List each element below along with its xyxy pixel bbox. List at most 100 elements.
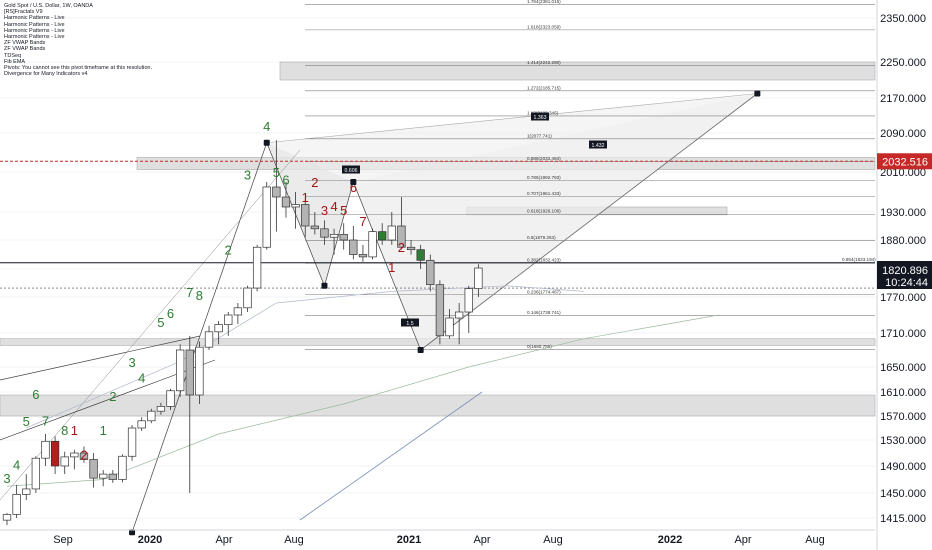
candle bbox=[387, 212, 396, 245]
candle-body bbox=[12, 494, 21, 515]
candle-body bbox=[147, 410, 156, 422]
x-tick-label: Sep bbox=[53, 534, 73, 546]
candle bbox=[281, 182, 291, 218]
td-count: 2 bbox=[109, 389, 116, 404]
candle bbox=[301, 199, 310, 238]
fib-label: 1.764(2381.015) bbox=[527, 0, 561, 4]
td-count: 6 bbox=[350, 180, 357, 195]
fib-label: 1(2077.741) bbox=[527, 133, 552, 138]
candle-body bbox=[416, 249, 425, 261]
candle bbox=[233, 303, 243, 324]
candle-body bbox=[137, 420, 146, 429]
indicator-line: ZF VWAP Bands bbox=[4, 40, 46, 47]
candle bbox=[397, 197, 406, 250]
td-count: 1 bbox=[302, 190, 309, 205]
candle bbox=[454, 303, 464, 345]
candle-body bbox=[22, 488, 31, 495]
candle-body bbox=[185, 349, 194, 396]
td-count: 2 bbox=[311, 175, 318, 190]
td-count: 2 bbox=[398, 240, 405, 255]
candle-body bbox=[214, 324, 223, 333]
candle-body bbox=[320, 228, 329, 238]
y-tick-label: 1710.000 bbox=[880, 328, 926, 340]
y-tick-label: 1770.000 bbox=[880, 292, 926, 304]
harmonic-point bbox=[263, 139, 270, 146]
candle bbox=[291, 192, 300, 229]
current-price-tag bbox=[877, 261, 932, 289]
candle bbox=[368, 228, 377, 260]
candle bbox=[329, 228, 339, 255]
td-count: 3 bbox=[244, 168, 251, 183]
y-tick-label: 1650.000 bbox=[880, 362, 926, 374]
td-count: 7 bbox=[359, 214, 366, 229]
candle-body bbox=[378, 231, 387, 241]
candle bbox=[378, 223, 387, 245]
candle-body bbox=[291, 204, 300, 208]
td-count: 3 bbox=[321, 203, 328, 218]
ratio-box bbox=[342, 165, 360, 174]
candle-body bbox=[474, 267, 483, 289]
y-tick-label: 1610.000 bbox=[880, 387, 926, 399]
harmonic-point bbox=[129, 529, 136, 536]
fib-label: 0.382(1832.423) bbox=[527, 258, 561, 263]
indicator-line: Pivots: You cannot see this pivot timefr… bbox=[4, 65, 152, 72]
harmonic-point bbox=[417, 347, 424, 353]
candle-body bbox=[60, 456, 69, 467]
ratio-box bbox=[589, 140, 607, 149]
fib-label: 0.146(1738.741) bbox=[527, 310, 561, 315]
candle-body bbox=[127, 427, 137, 457]
x-tick-label: Aug bbox=[805, 534, 825, 546]
td-count: 2 bbox=[80, 448, 87, 463]
candle bbox=[137, 417, 146, 431]
fib-label: 0.786(1992.793) bbox=[527, 175, 561, 180]
candle bbox=[60, 451, 69, 475]
indicator-line: Harmonic Patterns - Live bbox=[4, 27, 65, 34]
candle bbox=[22, 474, 31, 501]
td-count: 6 bbox=[32, 387, 39, 402]
candle-body bbox=[329, 234, 339, 238]
trend-line bbox=[0, 149, 301, 501]
ma-curve bbox=[26, 285, 585, 429]
td-count: 5 bbox=[340, 203, 347, 218]
td-count: 1 bbox=[388, 260, 395, 275]
candle-body bbox=[368, 231, 377, 258]
candle bbox=[435, 280, 445, 345]
td-count: 6 bbox=[167, 306, 174, 321]
candle bbox=[272, 140, 281, 232]
indicator-line: TDSeq bbox=[4, 52, 22, 59]
candle bbox=[79, 446, 89, 463]
candle bbox=[118, 454, 127, 483]
x-tick-label: 2021 bbox=[397, 534, 421, 546]
ratio-box bbox=[531, 112, 549, 121]
td-count: 4 bbox=[138, 371, 145, 386]
candle-body bbox=[243, 287, 252, 309]
candle bbox=[310, 212, 319, 235]
candle bbox=[262, 182, 271, 250]
harmonic-point bbox=[754, 90, 761, 97]
candle-body bbox=[195, 346, 204, 396]
candle-body bbox=[387, 225, 396, 241]
ratio-box-label: 1.5 bbox=[406, 321, 413, 327]
fib-label: 1.618(2323.059) bbox=[527, 24, 561, 29]
candle-body bbox=[31, 457, 41, 490]
td-count: 1 bbox=[100, 423, 107, 438]
candle bbox=[127, 425, 137, 461]
level-label: 0.854(1833.194) bbox=[842, 257, 876, 262]
candle bbox=[147, 408, 156, 424]
candle-body bbox=[108, 473, 117, 480]
candle bbox=[99, 470, 108, 487]
candle-body bbox=[426, 259, 435, 286]
td-count: 2 bbox=[225, 243, 232, 258]
candle bbox=[339, 223, 348, 250]
y-tick-label: 1415.000 bbox=[880, 513, 926, 525]
vwap-line bbox=[299, 391, 483, 521]
harmonic-shape bbox=[266, 93, 758, 182]
candle bbox=[406, 240, 416, 255]
indicator-line: Harmonic Patterns - Live bbox=[4, 21, 65, 28]
harmonic-leg bbox=[266, 93, 758, 144]
candle bbox=[464, 285, 473, 333]
fib-label: 0.618(1926.106) bbox=[527, 209, 561, 214]
ratio-box-label: 1.432 bbox=[592, 143, 605, 149]
indicator-line: [RS]Fractals V9 bbox=[4, 9, 43, 16]
